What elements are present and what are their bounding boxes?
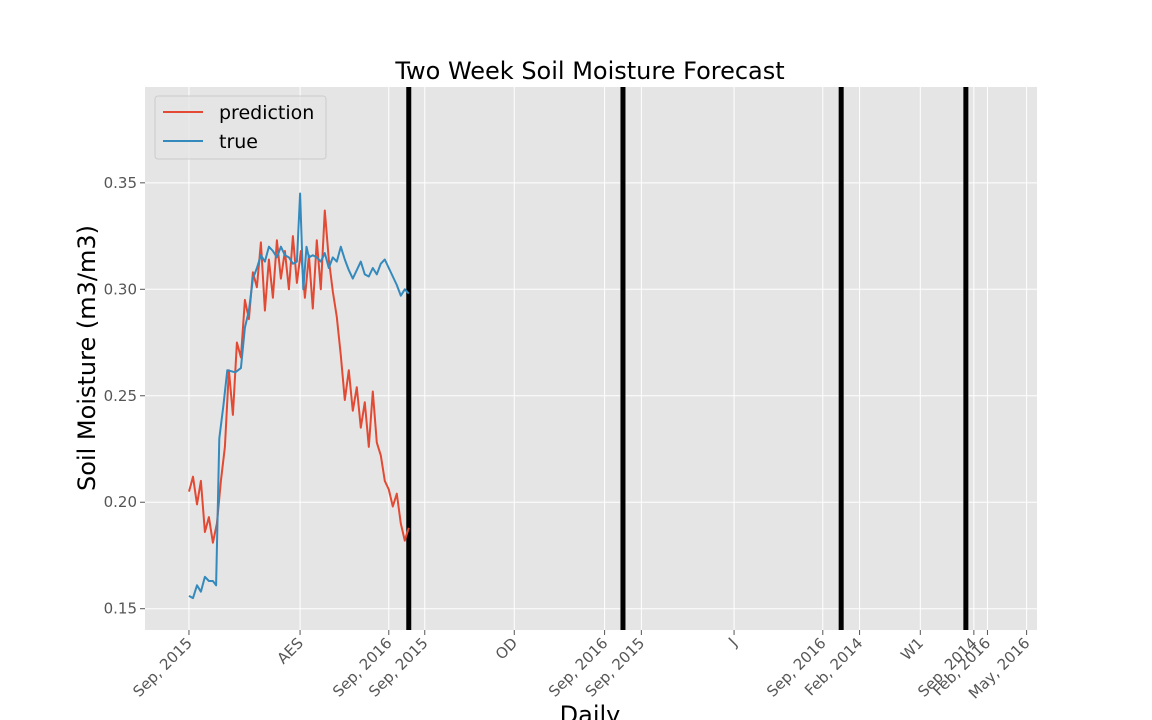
plot-background bbox=[145, 87, 1037, 630]
series-line-prediction bbox=[188, 209, 410, 544]
y-tick-label: 0.35 bbox=[104, 174, 137, 192]
y-ticks: 0.15 0.20 0.25 0.30 0.35 bbox=[104, 174, 145, 618]
x-axis-label: Daily bbox=[560, 701, 621, 720]
x-tick-label: W1 bbox=[897, 634, 927, 664]
series-layer bbox=[188, 192, 410, 600]
y-tick-label: 0.15 bbox=[104, 600, 137, 618]
y-tick-label: 0.20 bbox=[104, 493, 137, 511]
legend: prediction true bbox=[154, 95, 327, 160]
x-tick-label: AES bbox=[273, 634, 306, 667]
series-line-true bbox=[188, 192, 410, 600]
y-axis-label: Soil Moisture (m3/m3) bbox=[73, 225, 101, 491]
legend-label-prediction: prediction bbox=[219, 102, 314, 124]
y-tick-label: 0.25 bbox=[104, 387, 137, 405]
x-tick-label: Sep, 2015 bbox=[129, 634, 195, 700]
chart-title: Two Week Soil Moisture Forecast bbox=[394, 57, 784, 85]
y-tick-label: 0.30 bbox=[104, 280, 137, 298]
x-tick-label: J bbox=[724, 634, 741, 651]
grid bbox=[145, 87, 1037, 630]
x-tick-label: OD bbox=[492, 634, 521, 663]
legend-label-true: true bbox=[219, 131, 258, 153]
segment-separators bbox=[406, 87, 969, 630]
